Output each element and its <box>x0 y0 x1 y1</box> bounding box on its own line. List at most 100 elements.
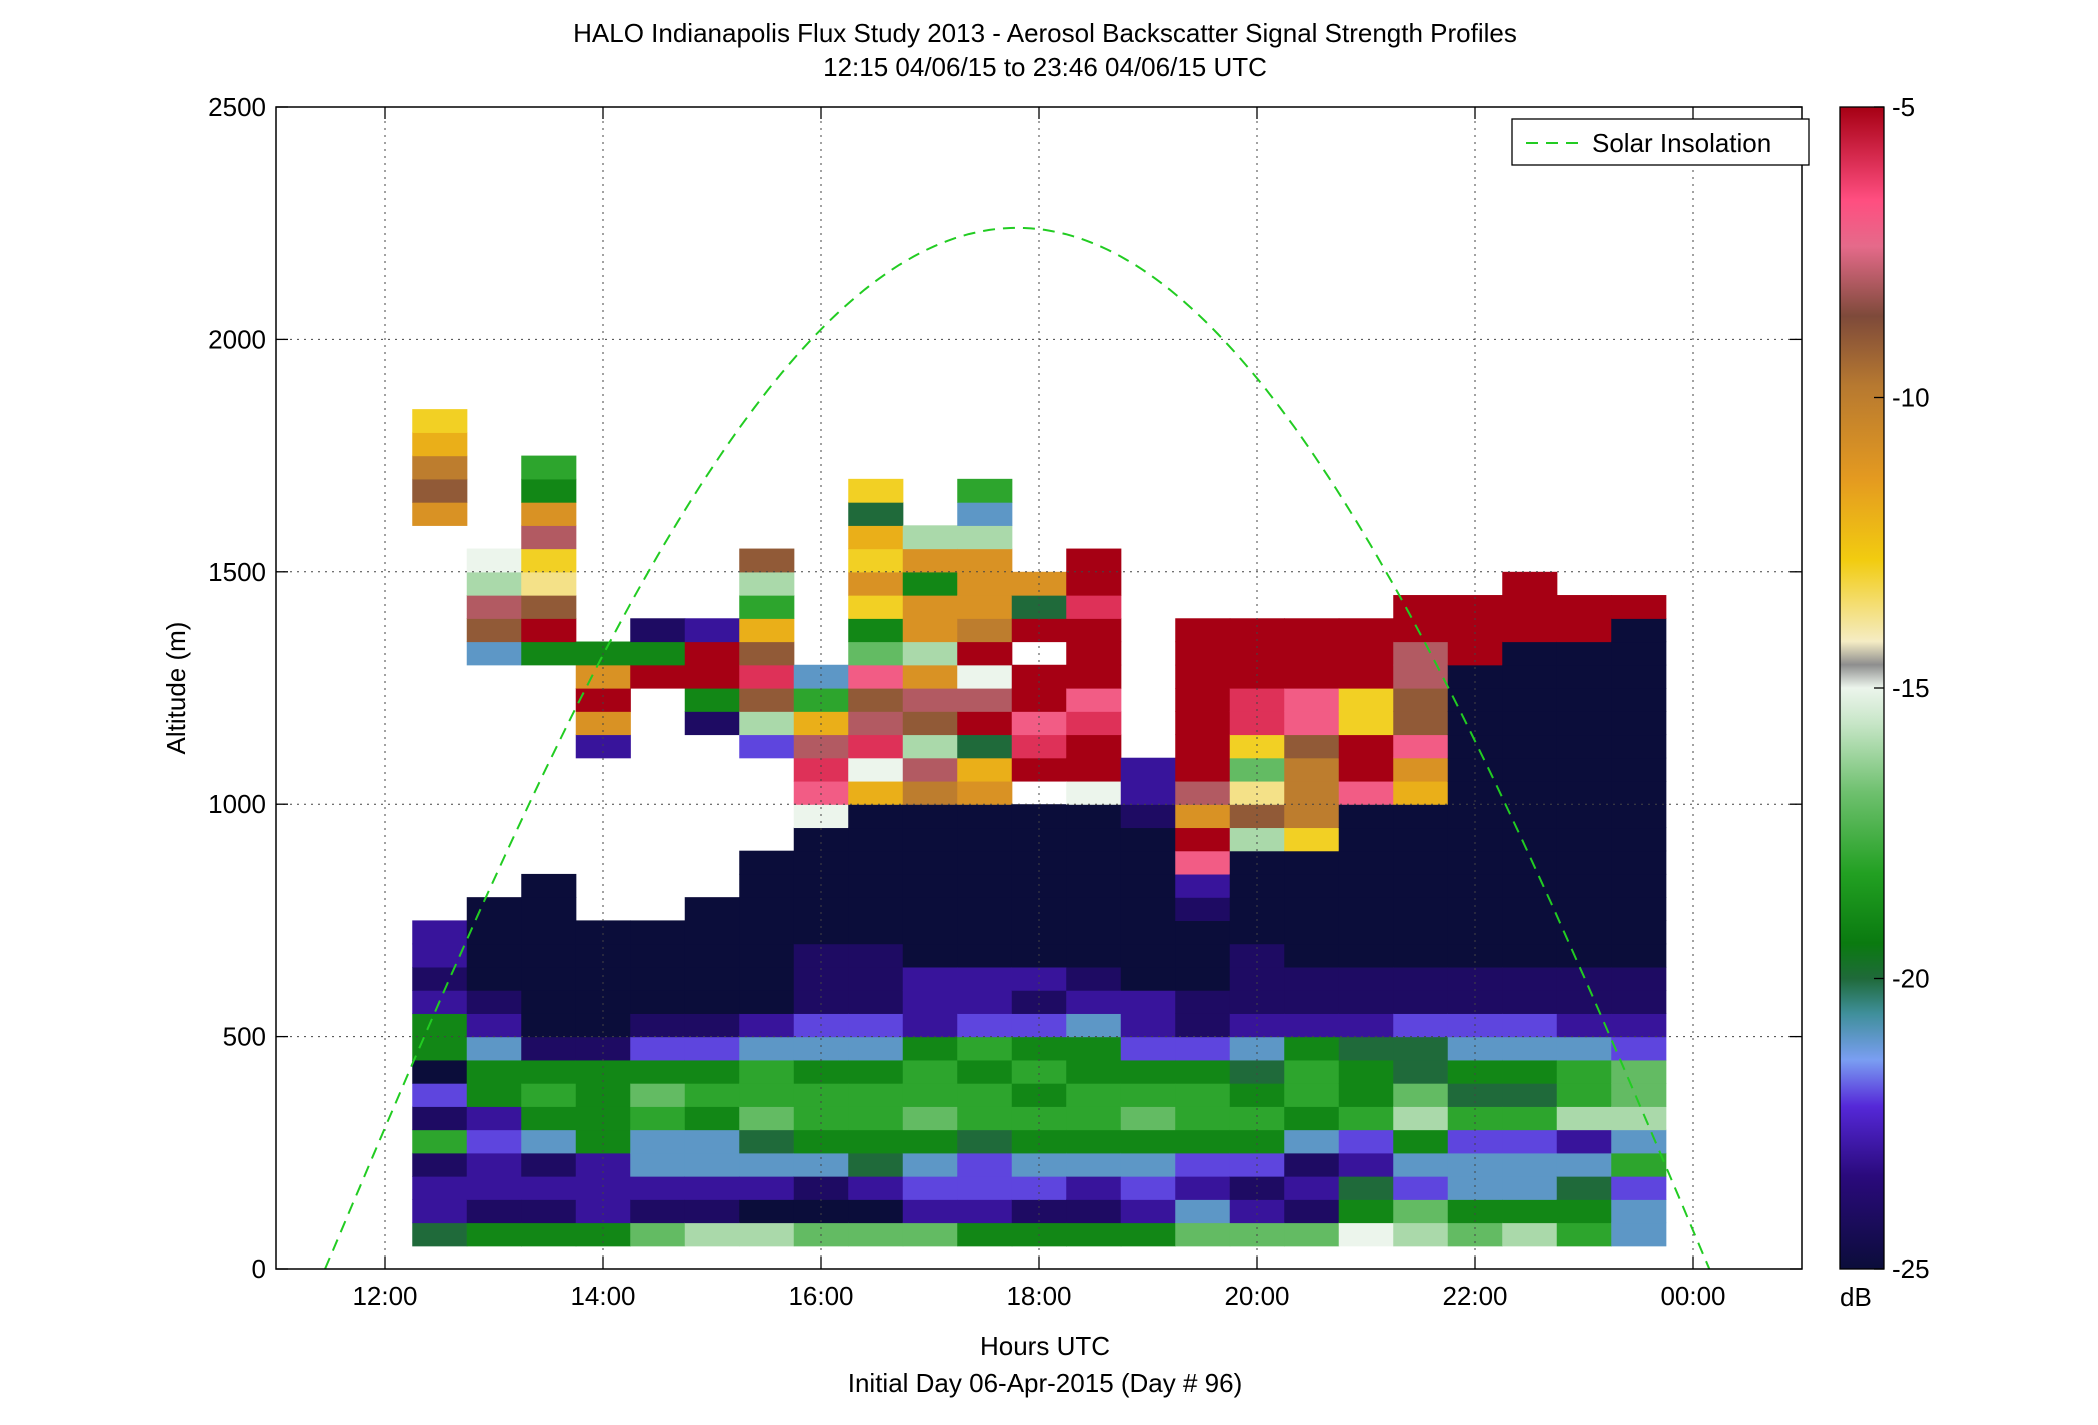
heatmap-cell <box>1502 990 1558 1014</box>
heatmap-cell <box>739 688 795 712</box>
heatmap-cell <box>1611 780 1667 805</box>
heatmap-cell <box>1611 966 1667 991</box>
heatmap-cell <box>739 1036 795 1061</box>
heatmap-cell <box>1502 827 1558 852</box>
x-axis-sublabel: Initial Day 06-Apr-2015 (Day # 96) <box>848 1368 1243 1398</box>
heatmap-cell <box>739 595 795 619</box>
heatmap-cell <box>1393 1199 1449 1224</box>
heatmap-cell <box>1502 1129 1558 1154</box>
heatmap-cell <box>1556 618 1612 643</box>
heatmap-cell <box>1611 897 1667 921</box>
heatmap-cell <box>1011 804 1067 829</box>
heatmap-cell <box>630 1129 686 1154</box>
heatmap-cell <box>1066 920 1122 945</box>
heatmap-cell <box>793 920 849 945</box>
heatmap-cell <box>684 618 740 643</box>
heatmap-cell <box>521 897 577 921</box>
heatmap-cell <box>1011 827 1067 852</box>
heatmap-cell <box>1175 827 1231 852</box>
heatmap-cell <box>902 1083 958 1107</box>
x-tick-label: 22:00 <box>1442 1281 1507 1311</box>
heatmap-cell <box>684 1176 740 1200</box>
x-tick-label: 18:00 <box>1006 1281 1071 1311</box>
heatmap-cell <box>957 990 1013 1014</box>
heatmap-cell <box>630 1222 686 1247</box>
y-tick-label: 2500 <box>208 92 266 122</box>
heatmap-cell <box>1284 618 1340 643</box>
heatmap-cell <box>848 897 904 921</box>
heatmap-cell <box>957 1036 1013 1061</box>
heatmap-cell <box>1011 850 1067 875</box>
heatmap-cell <box>1229 1199 1285 1224</box>
heatmap-cell <box>630 966 686 991</box>
heatmap-cell <box>848 571 904 596</box>
heatmap-cell <box>902 1199 958 1224</box>
heatmap-cell <box>1066 1129 1122 1154</box>
heatmap-cell <box>902 711 958 736</box>
heatmap-cell <box>793 827 849 852</box>
heatmap-cell <box>957 897 1013 921</box>
heatmap-cell <box>902 1013 958 1038</box>
heatmap-cell <box>684 966 740 991</box>
heatmap-cell <box>848 780 904 805</box>
heatmap-cell <box>848 827 904 852</box>
heatmap-cell <box>1011 688 1067 712</box>
heatmap-cell <box>957 873 1013 898</box>
heatmap-cell <box>684 943 740 968</box>
heatmap-cell <box>1611 688 1667 712</box>
heatmap-cell <box>1447 1199 1503 1224</box>
heatmap-cell <box>793 1059 849 1084</box>
heatmap-cell <box>684 711 740 736</box>
heatmap-cell <box>1502 1036 1558 1061</box>
heatmap-cell <box>412 1013 468 1038</box>
heatmap-cell <box>1120 757 1176 782</box>
y-tick-label: 1500 <box>208 557 266 587</box>
heatmap-cell <box>1556 1152 1612 1177</box>
heatmap-cell <box>1447 897 1503 921</box>
heatmap-cell <box>1175 920 1231 945</box>
heatmap-cell <box>739 1176 795 1200</box>
heatmap-cell <box>793 664 849 689</box>
heatmap-cell <box>793 688 849 712</box>
heatmap-cell <box>1284 641 1340 666</box>
heatmap-cell <box>684 1152 740 1177</box>
heatmap-cell <box>1502 571 1558 596</box>
heatmap-cell <box>521 571 577 596</box>
x-tick-label: 16:00 <box>788 1281 853 1311</box>
heatmap-cell <box>1393 920 1449 945</box>
heatmap-cell <box>1066 1106 1122 1131</box>
heatmap-cell <box>1175 688 1231 712</box>
heatmap-cell <box>1502 1013 1558 1038</box>
heatmap-cell <box>1284 1222 1340 1247</box>
heatmap-cell <box>466 920 522 945</box>
heatmap-cell <box>1338 920 1394 945</box>
heatmap-cell <box>1338 641 1394 666</box>
heatmap-cell <box>630 1152 686 1177</box>
heatmap-cell <box>684 664 740 689</box>
heatmap-cell <box>1502 1059 1558 1084</box>
heatmap-cell <box>1175 618 1231 643</box>
x-tick-label: 12:00 <box>352 1281 417 1311</box>
heatmap-cell <box>1011 966 1067 991</box>
heatmap-cell <box>575 688 631 712</box>
y-tick-label: 1000 <box>208 789 266 819</box>
heatmap-cell <box>1284 1152 1340 1177</box>
heatmap-cell <box>1175 734 1231 759</box>
heatmap-cell <box>1120 1222 1176 1247</box>
heatmap-cell <box>466 1176 522 1200</box>
heatmap-cell <box>848 757 904 782</box>
heatmap-cell <box>466 1199 522 1224</box>
heatmap-cell <box>412 478 468 503</box>
heatmap-cell <box>684 1013 740 1038</box>
heatmap-cell <box>521 1083 577 1107</box>
heatmap-cell <box>1502 850 1558 875</box>
heatmap-cell <box>684 897 740 921</box>
heatmap-cell <box>1066 780 1122 805</box>
heatmap-cell <box>793 804 849 829</box>
heatmap-cell <box>1338 757 1394 782</box>
heatmap-cell <box>1120 1083 1176 1107</box>
heatmap-cell <box>575 1106 631 1131</box>
heatmap-cell <box>466 990 522 1014</box>
heatmap-cell <box>412 502 468 526</box>
plot-area: 12:00 14:00 16:00 18:00 20:00 22:00 00:00 0 500… <box>208 92 1803 1311</box>
